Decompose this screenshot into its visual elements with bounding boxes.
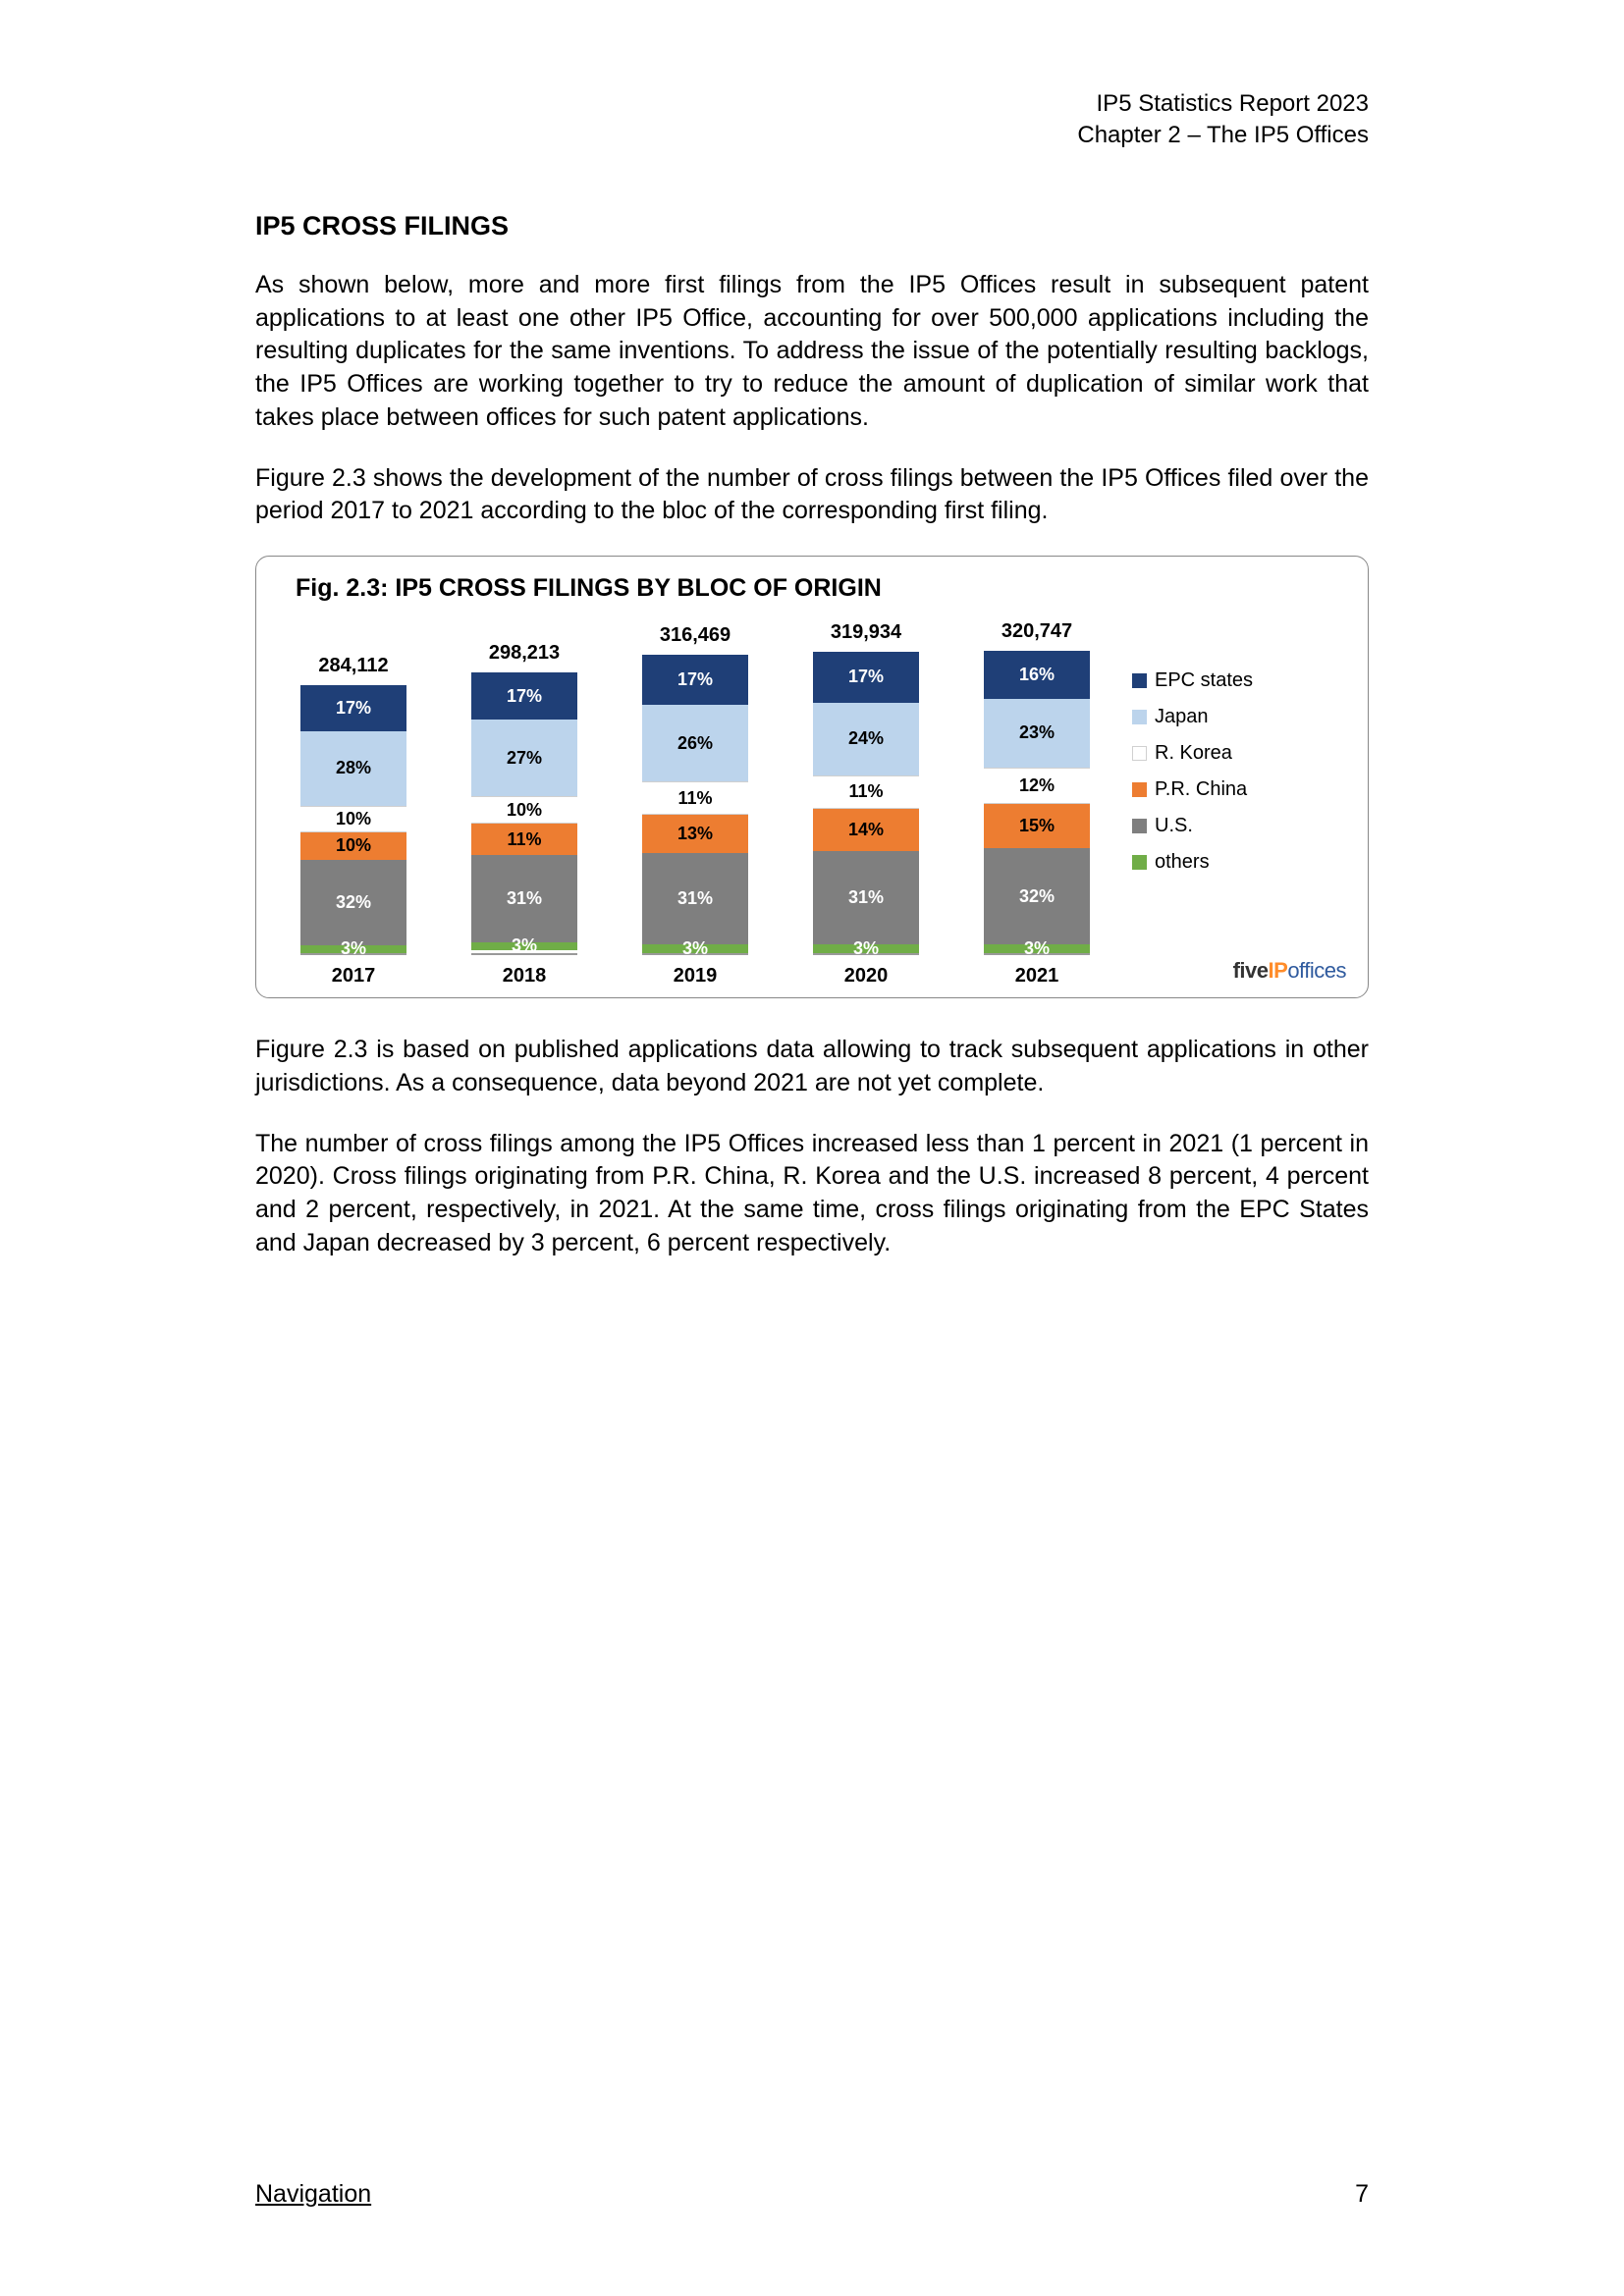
brand-part-2: IP xyxy=(1269,958,1288,983)
segment-china: 14% xyxy=(813,809,919,851)
segment-us: 31% xyxy=(471,855,577,942)
section-title: IP5 CROSS FILINGS xyxy=(255,211,1369,241)
paragraph-4: The number of cross filings among the IP… xyxy=(255,1128,1369,1260)
bar-total-label: 298,213 xyxy=(489,642,560,665)
segment-japan: 27% xyxy=(471,720,577,795)
segment-rkorea: 10% xyxy=(300,806,406,832)
segment-epc: 17% xyxy=(642,655,748,705)
document-header: IP5 Statistics Report 2023 Chapter 2 – T… xyxy=(255,88,1369,152)
page-footer: Navigation 7 xyxy=(255,2180,1369,2209)
legend-item-japan: Japan xyxy=(1132,706,1253,728)
header-line-1: IP5 Statistics Report 2023 xyxy=(255,88,1369,120)
chart-legend: EPC states Japan R. Korea P.R. China U.S. oth… xyxy=(1132,669,1253,887)
bar-year-label: 2019 xyxy=(674,965,718,988)
legend-label: R. Korea xyxy=(1155,742,1232,765)
segment-rkorea: 11% xyxy=(642,781,748,814)
bar-stack: 17%28%10%10%32%3% xyxy=(300,685,406,955)
segment-japan: 23% xyxy=(984,699,1090,768)
bar-total-label: 284,112 xyxy=(318,655,388,677)
bar-stack: 17%24%11%14%31%3% xyxy=(813,652,919,955)
legend-item-others: others xyxy=(1132,851,1253,874)
segment-japan: 24% xyxy=(813,703,919,775)
bar-column-2017: 284,11217%28%10%10%32%3%2017 xyxy=(286,655,421,988)
segment-others: 3% xyxy=(984,944,1090,953)
segment-others: 3% xyxy=(471,942,577,951)
bar-column-2019: 316,469 17%26%11%13%31%3% 2019 xyxy=(627,624,763,988)
brand-part-3: offices xyxy=(1287,958,1346,983)
legend-item-rkorea: R. Korea xyxy=(1132,742,1253,765)
brand-logo: fiveIPoffices xyxy=(1233,958,1346,984)
brand-part-1: five xyxy=(1233,958,1269,983)
segment-others: 3% xyxy=(813,944,919,953)
legend-item-epc: EPC states xyxy=(1132,669,1253,692)
legend-label: Japan xyxy=(1155,706,1209,728)
segment-us: 32% xyxy=(984,848,1090,944)
figure-2-3: Fig. 2.3: IP5 CROSS FILINGS BY BLOC OF O… xyxy=(255,556,1369,998)
bar-year-label: 2017 xyxy=(332,965,376,988)
legend-item-us: U.S. xyxy=(1132,815,1253,837)
segment-japan: 28% xyxy=(300,731,406,806)
bar-year-label: 2020 xyxy=(844,965,889,988)
legend-label: others xyxy=(1155,851,1210,874)
legend-label: U.S. xyxy=(1155,815,1193,837)
bar-column-2018: 298,213 17%27%10%11%31%3% 2018 xyxy=(457,642,592,988)
bar-total-label: 320,747 xyxy=(1001,620,1072,643)
segment-others: 3% xyxy=(642,944,748,953)
legend-swatch xyxy=(1132,710,1147,724)
bar-column-2021: 320,747 16%23%12%15%32%3% 2021 xyxy=(969,620,1105,988)
bar-stack: 17%27%10%11%31%3% xyxy=(471,672,577,955)
legend-item-china: P.R. China xyxy=(1132,778,1253,801)
bar-stack: 16%23%12%15%32%3% xyxy=(984,651,1090,955)
segment-rkorea: 10% xyxy=(471,796,577,825)
segment-others: 3% xyxy=(300,945,406,953)
segment-japan: 26% xyxy=(642,705,748,781)
header-line-2: Chapter 2 – The IP5 Offices xyxy=(255,120,1369,151)
bar-total-label: 316,469 xyxy=(660,624,731,647)
paragraph-1: As shown below, more and more first fili… xyxy=(255,269,1369,435)
legend-swatch xyxy=(1132,819,1147,833)
legend-swatch xyxy=(1132,782,1147,797)
page-container: IP5 Statistics Report 2023 Chapter 2 – T… xyxy=(255,88,1369,2209)
segment-rkorea: 11% xyxy=(813,775,919,809)
bar-year-label: 2018 xyxy=(503,965,547,988)
segment-china: 15% xyxy=(984,804,1090,849)
paragraph-3: Figure 2.3 is based on published applica… xyxy=(255,1034,1369,1100)
bar-total-label: 319,934 xyxy=(831,621,901,644)
chart-brand-footer: fiveIPoffices xyxy=(1233,958,1346,984)
segment-epc: 17% xyxy=(813,652,919,703)
legend-swatch xyxy=(1132,855,1147,870)
segment-china: 13% xyxy=(642,815,748,853)
bar-column-2020: 319,934 17%24%11%14%31%3% 2020 xyxy=(798,621,934,988)
segment-epc: 17% xyxy=(471,672,577,721)
segment-us: 31% xyxy=(642,853,748,944)
legend-swatch xyxy=(1132,673,1147,688)
chart-bars-area: 284,11217%28%10%10%32%3%2017298,21317%27… xyxy=(276,620,1105,988)
segment-us: 32% xyxy=(300,860,406,945)
legend-label: EPC states xyxy=(1155,669,1253,692)
segment-china: 10% xyxy=(300,832,406,859)
navigation-link[interactable]: Navigation xyxy=(255,2180,371,2209)
segment-us: 31% xyxy=(813,851,919,944)
bar-stack: 17%26%11%13%31%3% xyxy=(642,655,748,955)
segment-epc: 17% xyxy=(300,685,406,730)
bar-year-label: 2021 xyxy=(1015,965,1059,988)
legend-label: P.R. China xyxy=(1155,778,1247,801)
segment-epc: 16% xyxy=(984,651,1090,699)
segment-china: 11% xyxy=(471,824,577,854)
legend-swatch xyxy=(1132,746,1147,761)
chart-title: Fig. 2.3: IP5 CROSS FILINGS BY BLOC OF O… xyxy=(296,574,1348,603)
segment-rkorea: 12% xyxy=(984,768,1090,804)
paragraph-2: Figure 2.3 shows the development of the … xyxy=(255,462,1369,529)
page-number: 7 xyxy=(1355,2180,1369,2209)
